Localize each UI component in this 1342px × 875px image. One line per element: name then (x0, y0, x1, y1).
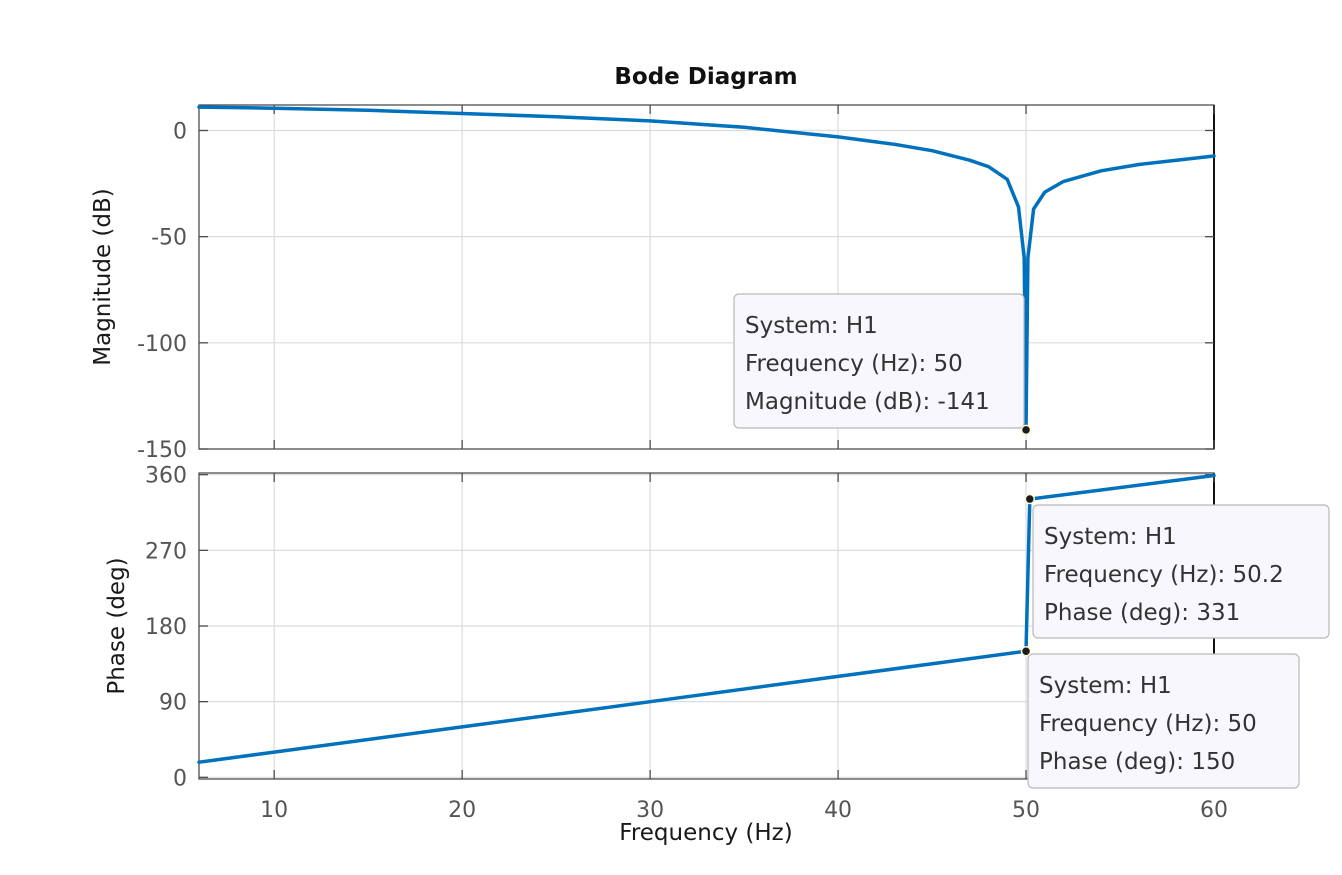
magnitude-series-line (197, 105, 1216, 432)
x-axis-label: Frequency (Hz) (619, 820, 792, 846)
phase-ytick-label: 360 (145, 464, 187, 489)
datatip-box (1032, 504, 1330, 639)
magnitude-ytick-label: -100 (137, 332, 187, 357)
datatip-box (733, 293, 1025, 429)
datatip-line: System: H1 (1044, 524, 1177, 550)
phase-ytick-label: 0 (173, 766, 187, 791)
datatip-line: Phase (deg): 331 (1044, 600, 1240, 626)
magnitude-ytick-label: -50 (151, 226, 187, 251)
datatip-marker (1020, 645, 1032, 657)
phase-ytick-label: 90 (159, 691, 187, 716)
datatip-line: Frequency (Hz): 50 (745, 351, 963, 377)
datatip-box (1027, 653, 1300, 789)
datatip-line: Frequency (Hz): 50.2 (1044, 562, 1284, 588)
xtick-label: 30 (636, 798, 664, 823)
xtick-label: 50 (1012, 798, 1040, 823)
phase-datatip: System: H1 Frequency (Hz): 50.2 Phase (deg… (1024, 493, 1330, 639)
datatip-line: System: H1 (745, 313, 878, 339)
datatip-line: Magnitude (dB): -141 (745, 389, 990, 415)
magnitude-ytick-label: -150 (137, 438, 187, 463)
xtick-label: 20 (448, 798, 476, 823)
xtick-label: 40 (824, 798, 852, 823)
datatip-line: Frequency (Hz): 50 (1039, 711, 1257, 737)
datatip-marker (1020, 424, 1032, 436)
magnitude-datatip: System: H1 Frequency (Hz): 50 Magnitude (d… (733, 293, 1032, 436)
datatip-marker (1024, 493, 1036, 505)
magnitude-ytick-label: 0 (173, 119, 187, 144)
phase-y-axis-label: Phase (deg) (104, 557, 130, 694)
datatip-line: System: H1 (1039, 673, 1172, 699)
magnitude-y-axis-label: Magnitude (dB) (90, 188, 116, 366)
phase-ytick-label: 180 (145, 615, 187, 640)
magnitude-plot-area (199, 105, 1214, 449)
xtick-label: 10 (260, 798, 288, 823)
phase-ytick-label: 270 (145, 539, 187, 564)
phase-series-line (197, 473, 1216, 764)
datatip-layer: System: H1 Frequency (Hz): 50 Magnitude (d… (733, 293, 1330, 789)
chart-title: Bode Diagram (614, 64, 797, 90)
phase-datatip: System: H1 Frequency (Hz): 50 Phase (deg):… (1020, 645, 1300, 789)
datatip-line: Phase (deg): 150 (1039, 749, 1235, 775)
magnitude-panel: 0 -50 -100 -150 Magnitude (dB) (90, 104, 1216, 463)
xtick-label: 60 (1200, 798, 1228, 823)
